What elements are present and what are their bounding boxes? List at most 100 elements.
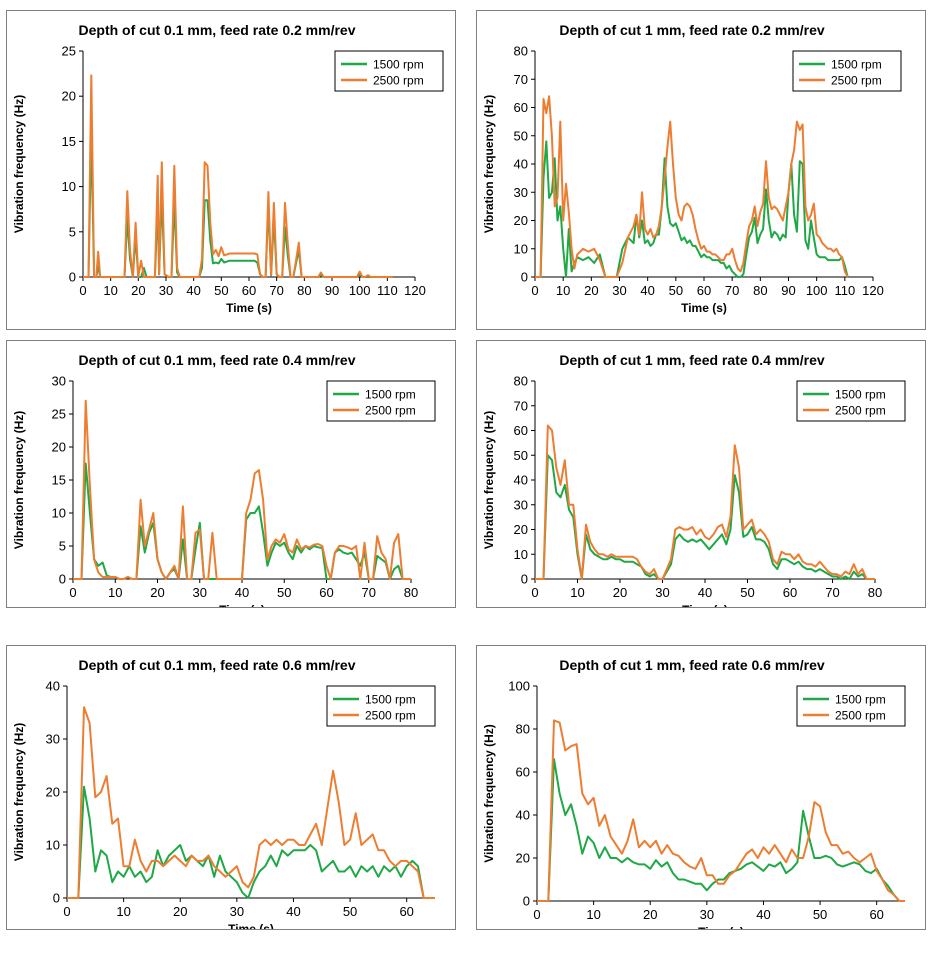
x-axis-label: Time (s) (698, 925, 744, 929)
x-tick-label: 80 (404, 585, 418, 600)
x-tick-label: 60 (399, 904, 413, 919)
y-tick-label: 25 (62, 44, 76, 59)
chart-title: Depth of cut 1 mm, feed rate 0.4 mm/rev (559, 352, 825, 368)
y-tick-label: 80 (514, 374, 528, 389)
x-axis-label: Time (s) (228, 922, 274, 929)
y-tick-label: 70 (514, 72, 528, 87)
x-tick-label: 50 (214, 283, 228, 298)
legend-label: 1500 rpm (365, 693, 416, 707)
x-tick-label: 80 (868, 585, 882, 600)
y-tick-label: 80 (514, 44, 528, 59)
x-tick-label: 20 (150, 585, 164, 600)
chart-title: Depth of cut 0.1 mm, feed rate 0.4 mm/re… (79, 352, 356, 368)
y-tick-label: 10 (514, 241, 528, 256)
x-tick-label: 70 (269, 283, 283, 298)
legend-box (326, 380, 436, 422)
y-tick-label: 30 (46, 732, 60, 747)
series-line-2500-rpm (73, 399, 411, 580)
y-axis-label: Vibration frequency (Hz) (482, 411, 496, 549)
chart-panel-3: Depth of cut 0.1 mm, feed rate 0.4 mm/re… (6, 340, 456, 608)
x-tick-label: 60 (319, 585, 333, 600)
x-axis-label: Time (s) (226, 301, 272, 315)
x-tick-label: 40 (640, 283, 654, 298)
series-line-1500-rpm (73, 462, 411, 580)
series-line-2500-rpm (67, 706, 435, 899)
x-tick-label: 10 (103, 283, 117, 298)
chart-3: Depth of cut 0.1 mm, feed rate 0.4 mm/re… (12, 352, 436, 607)
y-tick-label: 60 (516, 765, 530, 780)
legend-label: 2500 rpm (831, 74, 882, 88)
legend-label: 2500 rpm (365, 709, 416, 723)
x-tick-label: 60 (697, 283, 711, 298)
chart-4: Depth of cut 1 mm, feed rate 0.4 mm/rev 0… (482, 352, 906, 607)
y-tick-label: 5 (69, 224, 76, 239)
chart-legend: 1500 rpm 2500 rpm (792, 50, 902, 92)
x-tick-label: 30 (655, 585, 669, 600)
y-tick-label: 50 (514, 448, 528, 463)
legend-box (334, 50, 444, 92)
legend-label: 1500 rpm (831, 58, 882, 72)
y-tick-label: 30 (52, 374, 66, 389)
y-tick-label: 70 (514, 398, 528, 413)
chart-6: Depth of cut 1 mm, feed rate 0.6 mm/rev 0… (482, 657, 906, 929)
x-tick-label: 110 (834, 283, 855, 298)
y-axis-label: Vibration frequency (Hz) (12, 723, 26, 861)
chart-panel-1: Depth of cut 0.1 mm, feed rate 0.2 mm/re… (6, 10, 456, 330)
x-tick-label: 10 (116, 904, 130, 919)
x-tick-label: 60 (869, 907, 883, 922)
y-tick-label: 0 (523, 894, 530, 909)
series-line-2500-rpm (535, 424, 875, 580)
y-tick-label: 0 (69, 270, 76, 285)
x-tick-label: 100 (806, 283, 828, 298)
x-tick-label: 40 (186, 283, 200, 298)
legend-label: 2500 rpm (835, 404, 886, 418)
y-tick-label: 5 (59, 539, 66, 554)
chart-legend: 1500 rpm 2500 rpm (334, 50, 444, 92)
legend-label: 1500 rpm (835, 388, 886, 402)
y-tick-label: 20 (516, 851, 530, 866)
y-tick-label: 10 (46, 838, 60, 853)
x-tick-label: 0 (531, 283, 538, 298)
x-tick-label: 70 (825, 585, 839, 600)
y-tick-label: 20 (514, 522, 528, 537)
series-line-1500-rpm (535, 454, 875, 580)
legend-label: 1500 rpm (365, 388, 416, 402)
legend-label: 2500 rpm (373, 74, 424, 88)
y-tick-label: 20 (514, 213, 528, 228)
y-tick-label: 50 (514, 128, 528, 143)
legend-box (792, 50, 902, 92)
chart-legend: 1500 rpm 2500 rpm (796, 380, 906, 422)
x-tick-label: 10 (556, 283, 570, 298)
x-tick-label: 0 (533, 907, 540, 922)
chart-panel-6: Depth of cut 1 mm, feed rate 0.6 mm/rev 0… (476, 645, 926, 930)
x-tick-label: 10 (108, 585, 122, 600)
chart-2: Depth of cut 1 mm, feed rate 0.2 mm/rev 0… (482, 22, 902, 315)
x-tick-label: 40 (698, 585, 712, 600)
x-tick-label: 10 (586, 907, 600, 922)
x-tick-label: 30 (159, 283, 173, 298)
y-tick-label: 10 (62, 179, 76, 194)
y-tick-label: 40 (516, 808, 530, 823)
y-tick-label: 20 (46, 785, 60, 800)
y-tick-label: 10 (52, 506, 66, 521)
x-tick-label: 50 (813, 907, 827, 922)
chart-title: Depth of cut 1 mm, feed rate 0.2 mm/rev (559, 22, 825, 38)
x-tick-label: 80 (297, 283, 311, 298)
chart-panel-4: Depth of cut 1 mm, feed rate 0.4 mm/rev 0… (476, 340, 926, 608)
legend-label: 1500 rpm (835, 693, 886, 707)
series-line-1500-rpm (537, 758, 905, 902)
y-tick-label: 60 (514, 100, 528, 115)
chart-legend: 1500 rpm 2500 rpm (326, 685, 436, 727)
chart-legend: 1500 rpm 2500 rpm (796, 685, 906, 727)
y-tick-label: 30 (514, 185, 528, 200)
x-tick-label: 120 (862, 283, 884, 298)
x-axis-label: Time (s) (682, 603, 728, 607)
x-tick-label: 20 (613, 585, 627, 600)
legend-label: 2500 rpm (365, 404, 416, 418)
x-tick-label: 50 (277, 585, 291, 600)
x-tick-label: 60 (242, 283, 256, 298)
x-tick-label: 10 (570, 585, 584, 600)
x-tick-label: 30 (230, 904, 244, 919)
legend-box (326, 685, 436, 727)
y-tick-label: 20 (52, 440, 66, 455)
